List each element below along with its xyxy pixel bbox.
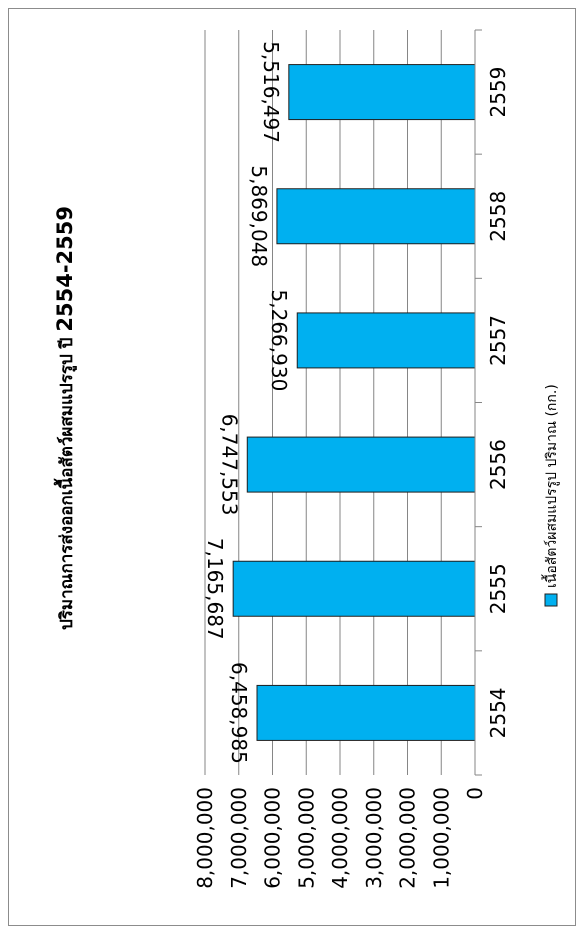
bar-layer [232,64,476,741]
legend: เนื้อสัตว์ผสมแปรรูป ปริมาณ (กก.) [541,384,560,607]
grid-layer [204,30,442,775]
value-tick-label: 4,000,000 [328,787,352,889]
value-label: 5,266,930 [267,290,291,392]
value-tick-label: 3,000,000 [362,787,386,889]
bar-2558 [276,188,476,245]
value-label: 6,747,553 [217,414,241,516]
bar-2554 [256,684,476,741]
axis-layer [474,29,482,776]
legend-swatch [544,593,558,607]
label-layer: 0 1,000,000 2,000,000 3,000,000 4,000,000 5,0… [193,41,510,889]
value-tick-label: 2,000,000 [396,787,420,889]
bar-2559 [288,64,476,121]
value-label: 5,516,497 [259,41,283,143]
bar-2557 [296,312,476,369]
value-label: 5,869,048 [247,165,271,267]
value-label: 7,165,687 [203,538,227,640]
category-label: 2555 [486,563,510,614]
value-label: 6,458,985 [227,662,251,764]
value-tick-label: 0 [463,787,487,800]
category-label: 2558 [486,191,510,242]
value-tick-label: 1,000,000 [429,787,453,889]
legend-label: เนื้อสัตว์ผสมแปรรูป ปริมาณ (กก.) [541,384,560,588]
chart-title-years: 2554-2559 [53,206,77,332]
category-label: 2556 [486,439,510,490]
category-label: 2557 [486,315,510,366]
category-label: 2554 [486,687,510,738]
chart-title: ปริมาณการส่งออกเนื้อสัตว์ผสมแปรรูป ปี 25… [53,206,78,630]
category-label: 2559 [486,67,510,118]
bar-2555 [232,560,476,617]
bar-2556 [246,436,476,493]
chart-title-prefix: ปริมาณการส่งออกเนื้อสัตว์ผสมแปรรูป ปี [53,332,78,630]
value-tick-label: 7,000,000 [227,787,251,889]
value-tick-label: 5,000,000 [294,787,318,889]
value-tick-label: 8,000,000 [193,787,217,889]
value-tick-label: 6,000,000 [261,787,285,889]
